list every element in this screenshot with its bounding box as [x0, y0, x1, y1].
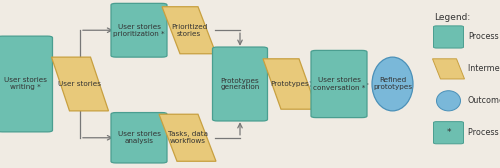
Polygon shape — [263, 59, 317, 109]
Text: User stories
conversation *: User stories conversation * — [313, 77, 365, 91]
Polygon shape — [432, 59, 464, 79]
Text: User stories
writing *: User stories writing * — [4, 77, 46, 91]
FancyBboxPatch shape — [111, 3, 167, 57]
FancyBboxPatch shape — [311, 50, 367, 118]
FancyBboxPatch shape — [111, 113, 167, 163]
Ellipse shape — [372, 57, 413, 111]
Text: Refined
prototypes: Refined prototypes — [373, 77, 412, 91]
Text: User stories
prioritization *: User stories prioritization * — [113, 24, 165, 37]
Ellipse shape — [436, 91, 460, 111]
Text: User stories: User stories — [58, 81, 102, 87]
Polygon shape — [52, 57, 108, 111]
Text: Prototypes
generation: Prototypes generation — [220, 77, 260, 91]
Text: Prioritized
stories: Prioritized stories — [171, 24, 207, 37]
Text: Intermediate result: Intermediate result — [468, 64, 500, 73]
Text: Outcome: Outcome — [468, 96, 500, 105]
Text: Process: Process — [468, 32, 498, 41]
FancyBboxPatch shape — [212, 47, 268, 121]
FancyBboxPatch shape — [0, 36, 52, 132]
Text: Prototypes: Prototypes — [270, 81, 310, 87]
Text: User stories
analysis: User stories analysis — [118, 131, 160, 144]
Text: Legend:: Legend: — [434, 13, 470, 23]
FancyBboxPatch shape — [434, 122, 464, 144]
Text: *: * — [446, 128, 451, 137]
Text: Tasks, data
workflows: Tasks, data workflows — [168, 131, 207, 144]
Text: Process with users: Process with users — [468, 128, 500, 137]
Polygon shape — [162, 7, 216, 54]
Polygon shape — [159, 114, 216, 161]
FancyBboxPatch shape — [434, 26, 464, 48]
